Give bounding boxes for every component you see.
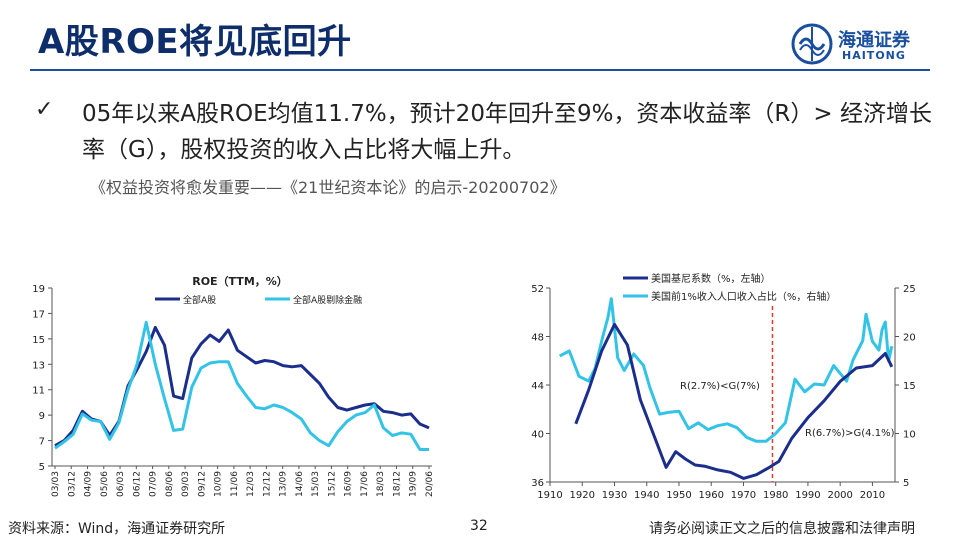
gini-dual-axis-chart: 36 40 44 48 52 5 10 15 20 25 1910 1920 1930 1940 1950 1… xyxy=(531,272,916,501)
bullet-text: 05年以来A股ROE均值11.7%，预计20年回升至9%，资本收益率（R）> 经… xyxy=(82,101,933,163)
legend-label-ex-fin: 全部A股剔除金融 xyxy=(293,294,362,306)
roe-x-tick-label: 17/06 xyxy=(360,471,370,497)
logo-english-text: HAITONG xyxy=(842,49,906,62)
top1-income-share-line xyxy=(559,297,894,443)
roe-chart-title: ROE（TTM，%） xyxy=(192,275,288,288)
haitong-logo-icon xyxy=(791,23,833,65)
gini-x-tick-label: 1960 xyxy=(698,490,723,501)
gini-x-tick-label: 1970 xyxy=(731,490,756,501)
roe-y-tick-label: 11 xyxy=(32,386,45,397)
roe-series-ex-fin-line xyxy=(54,320,429,451)
gini-x-tick-label: 1910 xyxy=(537,490,562,501)
gini-left-tick-label: 36 xyxy=(531,478,544,489)
roe-x-tick-label: 12/03 xyxy=(246,471,256,497)
roe-x-tick-label: 06/03 xyxy=(116,471,126,497)
annotation-r-greater-g: R(6.7%)>G(4.1%) xyxy=(805,428,895,439)
roe-y-tick-label: 5 xyxy=(39,462,45,473)
roe-x-tick-label: 19/09 xyxy=(409,471,419,497)
roe-x-tick-label: 10/09 xyxy=(214,471,224,497)
legend-label-gini: 美国基尼系数（%，左轴） xyxy=(651,272,771,285)
roe-y-tick-label: 15 xyxy=(32,335,45,346)
roe-x-tick-label: 11/06 xyxy=(230,471,240,497)
gini-x-tick-label: 1920 xyxy=(570,490,595,501)
check-icon: ✓ xyxy=(35,97,54,122)
gini-right-tick-label: 10 xyxy=(903,430,916,441)
gini-right-tick-label: 5 xyxy=(903,478,909,489)
roe-x-tick-label: 18/12 xyxy=(392,471,402,497)
roe-line-chart: ROE（TTM，%） 全部A股 全部A股剔除金融 5 7 9 11 13 15 17 19 03… xyxy=(32,275,435,497)
roe-x-tick-label: 16/09 xyxy=(344,471,354,497)
gini-x-tick-label: 2000 xyxy=(827,490,852,501)
roe-y-tick-label: 19 xyxy=(32,284,45,295)
roe-x-tick-label: 04/09 xyxy=(84,471,94,497)
roe-x-tick-label: 15/03 xyxy=(311,471,321,497)
roe-x-tick-label: 20/06 xyxy=(425,471,435,497)
roe-y-tick-label: 17 xyxy=(32,309,45,320)
gini-left-tick-label: 44 xyxy=(531,381,544,392)
title-divider xyxy=(30,69,930,71)
gini-x-tick-label: 1940 xyxy=(634,490,659,501)
roe-x-tick-label: 07/09 xyxy=(149,471,159,497)
gini-coefficient-line xyxy=(574,322,894,480)
roe-x-tick-label: 09/03 xyxy=(181,471,191,497)
annotation-r-less-g: R(2.7%)<G(7%) xyxy=(680,381,760,392)
roe-x-tick-label: 03/12 xyxy=(67,471,77,497)
disclaimer: 请务必阅读正文之后的信息披露和法律声明 xyxy=(649,521,915,537)
roe-x-tick-label: 05/06 xyxy=(100,471,110,497)
roe-x-tick-label: 06/12 xyxy=(132,471,142,497)
gini-x-tick-label: 1980 xyxy=(763,490,788,501)
roe-y-tick-label: 7 xyxy=(39,437,45,448)
gini-x-tick-label: 2010 xyxy=(860,490,885,501)
gini-left-tick-label: 40 xyxy=(531,430,544,441)
legend-label-all-a: 全部A股 xyxy=(183,294,216,306)
slide-title: A股ROE将见底回升 xyxy=(38,22,352,62)
gini-left-tick-label: 48 xyxy=(531,333,544,344)
gini-left-tick-label: 52 xyxy=(531,284,544,295)
roe-x-tick-label: 18/03 xyxy=(376,471,386,497)
gini-right-tick-label: 15 xyxy=(903,381,916,392)
roe-x-tick-label: 12/12 xyxy=(262,471,272,497)
roe-x-tick-label: 08/06 xyxy=(165,471,175,497)
roe-x-tick-label: 03/03 xyxy=(51,471,61,497)
page-number: 32 xyxy=(470,518,488,534)
legend-label-top1: 美国前1%收入人口收入占比（%，右轴） xyxy=(651,290,836,303)
roe-x-tick-label: 15/12 xyxy=(327,471,337,497)
roe-x-tick-label: 13/09 xyxy=(279,471,289,497)
source-note: 资料来源：Wind，海通证券研究所 xyxy=(8,521,226,537)
gini-x-tick-label: 1990 xyxy=(795,490,820,501)
logo-chinese-text: 海通证券 xyxy=(838,30,910,51)
roe-x-tick-label: 09/12 xyxy=(197,471,207,497)
roe-x-tick-label: 14/06 xyxy=(295,471,305,497)
gini-x-tick-label: 1930 xyxy=(602,490,627,501)
roe-series-all-a-line xyxy=(54,325,430,448)
roe-y-tick-label: 13 xyxy=(32,360,45,371)
gini-right-tick-label: 20 xyxy=(903,333,916,344)
gini-right-tick-label: 25 xyxy=(903,284,916,295)
reference-text: 《权益投资将愈发重要——《21世纪资本论》的启示-20200702》 xyxy=(90,178,566,197)
gini-x-tick-label: 1950 xyxy=(666,490,691,501)
roe-y-tick-label: 9 xyxy=(39,411,45,422)
